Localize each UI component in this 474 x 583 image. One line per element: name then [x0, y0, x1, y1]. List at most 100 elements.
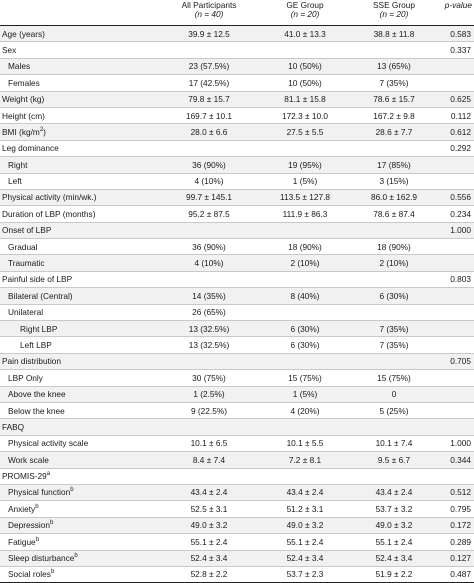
row-label: Social rolesb	[0, 566, 158, 583]
cell-ge-group: 53.7 ± 2.3	[260, 566, 350, 583]
header-ge-group: GE Group (n = 20)	[260, 0, 350, 26]
cell-all-participants: 43.4 ± 2.4	[158, 484, 260, 502]
table-row: Duration of LBP (months) 95.2 ± 87.5 111.9…	[0, 205, 474, 223]
cell-p-value	[438, 402, 474, 420]
cell-all-participants: 13 (32.5%)	[158, 336, 260, 354]
cell-ge-group: 7.2 ± 8.1	[260, 451, 350, 469]
cell-p-value: 0.112	[438, 107, 474, 125]
header-sse-n: (n = 20)	[379, 9, 409, 20]
row-label: Traumatic	[0, 254, 158, 272]
cell-all-participants: 8.4 ± 7.4	[158, 451, 260, 469]
cell-ge-group: 52.4 ± 3.4	[260, 550, 350, 567]
table-row: Sex 0.337	[0, 41, 474, 59]
row-label-text: Fatigue	[8, 536, 36, 547]
cell-p-value	[438, 238, 474, 256]
cell-p-value	[438, 156, 474, 174]
table-row: LBP Only 30 (75%) 15 (75%) 15 (75%)	[0, 369, 474, 387]
cell-p-value: 0.612	[438, 123, 474, 141]
row-label-superscript: b	[70, 487, 74, 494]
cell-ge-group: 4 (20%)	[260, 402, 350, 420]
table-row: Above the knee 1 (2.5%) 1 (5%) 0	[0, 386, 474, 403]
row-label: PROMIS-29a	[0, 468, 158, 485]
cell-all-participants: 26 (65%)	[158, 304, 260, 322]
row-label-text: Anxiety	[8, 503, 36, 514]
row-label: Physical activity scale	[0, 435, 158, 453]
row-label: FABQ	[0, 418, 158, 436]
cell-ge-group: 1 (5%)	[260, 173, 350, 190]
cell-all-participants	[158, 222, 260, 240]
cell-ge-group: 172.3 ± 10.0	[260, 107, 350, 125]
row-label-text: Below the knee	[8, 405, 65, 416]
row-label-text: Physical function	[8, 487, 71, 498]
table-row: Gradual 36 (90%) 18 (90%) 18 (90%)	[0, 238, 474, 256]
row-label: Left	[0, 173, 158, 190]
row-label-text: PROMIS-29	[2, 471, 47, 482]
cell-p-value	[438, 320, 474, 338]
cell-sse-group: 53.7 ± 3.2	[350, 500, 438, 518]
row-label: LBP Only	[0, 369, 158, 387]
row-label-superscript: a	[46, 471, 51, 478]
row-label: Fatigueb	[0, 533, 158, 551]
row-label-text: Duration of LBP (months)	[2, 208, 96, 219]
cell-all-participants: 79.8 ± 15.7	[158, 91, 260, 108]
cell-sse-group: 2 (10%)	[350, 254, 438, 272]
cell-sse-group: 38.8 ± 11.8	[350, 25, 438, 43]
cell-sse-group: 43.4 ± 2.4	[350, 484, 438, 502]
table-row: Right 36 (90%) 19 (95%) 17 (85%)	[0, 156, 474, 174]
cell-all-participants: 28.0 ± 6.6	[158, 123, 260, 141]
cell-all-participants: 49.0 ± 3.2	[158, 517, 260, 535]
cell-ge-group	[260, 353, 350, 371]
cell-sse-group: 167.2 ± 9.8	[350, 107, 438, 125]
cell-p-value: 0.583	[438, 25, 474, 43]
cell-sse-group: 78.6 ± 87.4	[350, 205, 438, 223]
cell-p-value: 0.705	[438, 353, 474, 371]
cell-p-value: 0.625	[438, 91, 474, 108]
table-row: Right LBP 13 (32.5%) 6 (30%) 7 (35%)	[0, 320, 474, 338]
row-label-text: Sleep disturbance	[8, 553, 75, 564]
table-row: Painful side of LBP 0.803	[0, 271, 474, 289]
cell-ge-group	[260, 140, 350, 158]
row-label: Anxietyb	[0, 500, 158, 518]
cell-ge-group: 43.4 ± 2.4	[260, 484, 350, 502]
cell-sse-group: 10.1 ± 7.4	[350, 435, 438, 453]
cell-sse-group: 86.0 ± 162.9	[350, 189, 438, 207]
row-label-text: Right LBP	[20, 323, 58, 334]
cell-ge-group	[260, 468, 350, 485]
cell-p-value: 0.556	[438, 189, 474, 207]
cell-all-participants	[158, 353, 260, 371]
row-label: Left LBP	[0, 336, 158, 354]
cell-sse-group: 51.9 ± 2.2	[350, 566, 438, 583]
cell-ge-group: 111.9 ± 86.3	[260, 205, 350, 223]
header-row: All Participants (n = 40) GE Group (n = …	[0, 0, 474, 26]
row-label: Males	[0, 58, 158, 76]
table-header: All Participants (n = 40) GE Group (n = …	[0, 0, 474, 26]
table-row: Bilateral (Central) 14 (35%) 8 (40%) 6 (30%…	[0, 287, 474, 305]
cell-ge-group: 10.1 ± 5.5	[260, 435, 350, 453]
cell-sse-group: 49.0 ± 3.2	[350, 517, 438, 535]
row-label-text: Left	[8, 176, 22, 187]
row-label-text: Gradual	[8, 241, 38, 252]
row-label-text: Age (years)	[2, 28, 45, 39]
row-label-superscript: b	[35, 504, 39, 511]
cell-sse-group: 0	[350, 386, 438, 403]
row-label-text: Painful side of LBP	[2, 274, 73, 285]
cell-sse-group	[350, 140, 438, 158]
table-row: FABQ	[0, 418, 474, 436]
table-row: Pain distribution 0.705	[0, 353, 474, 371]
cell-ge-group: 19 (95%)	[260, 156, 350, 174]
row-label: Below the knee	[0, 402, 158, 420]
cell-ge-group: 10 (50%)	[260, 74, 350, 92]
header-all-participants: All Participants (n = 40)	[158, 0, 260, 26]
header-p-value: p-value	[438, 0, 474, 26]
cell-p-value: 1.000	[438, 435, 474, 453]
cell-sse-group	[350, 468, 438, 485]
row-label-text: Pain distribution	[2, 356, 62, 367]
cell-ge-group	[260, 41, 350, 59]
cell-ge-group: 113.5 ± 127.8	[260, 189, 350, 207]
row-label: Females	[0, 74, 158, 92]
cell-all-participants: 13 (32.5%)	[158, 320, 260, 338]
cell-sse-group: 18 (90%)	[350, 238, 438, 256]
cell-all-participants: 39.9 ± 12.5	[158, 25, 260, 43]
